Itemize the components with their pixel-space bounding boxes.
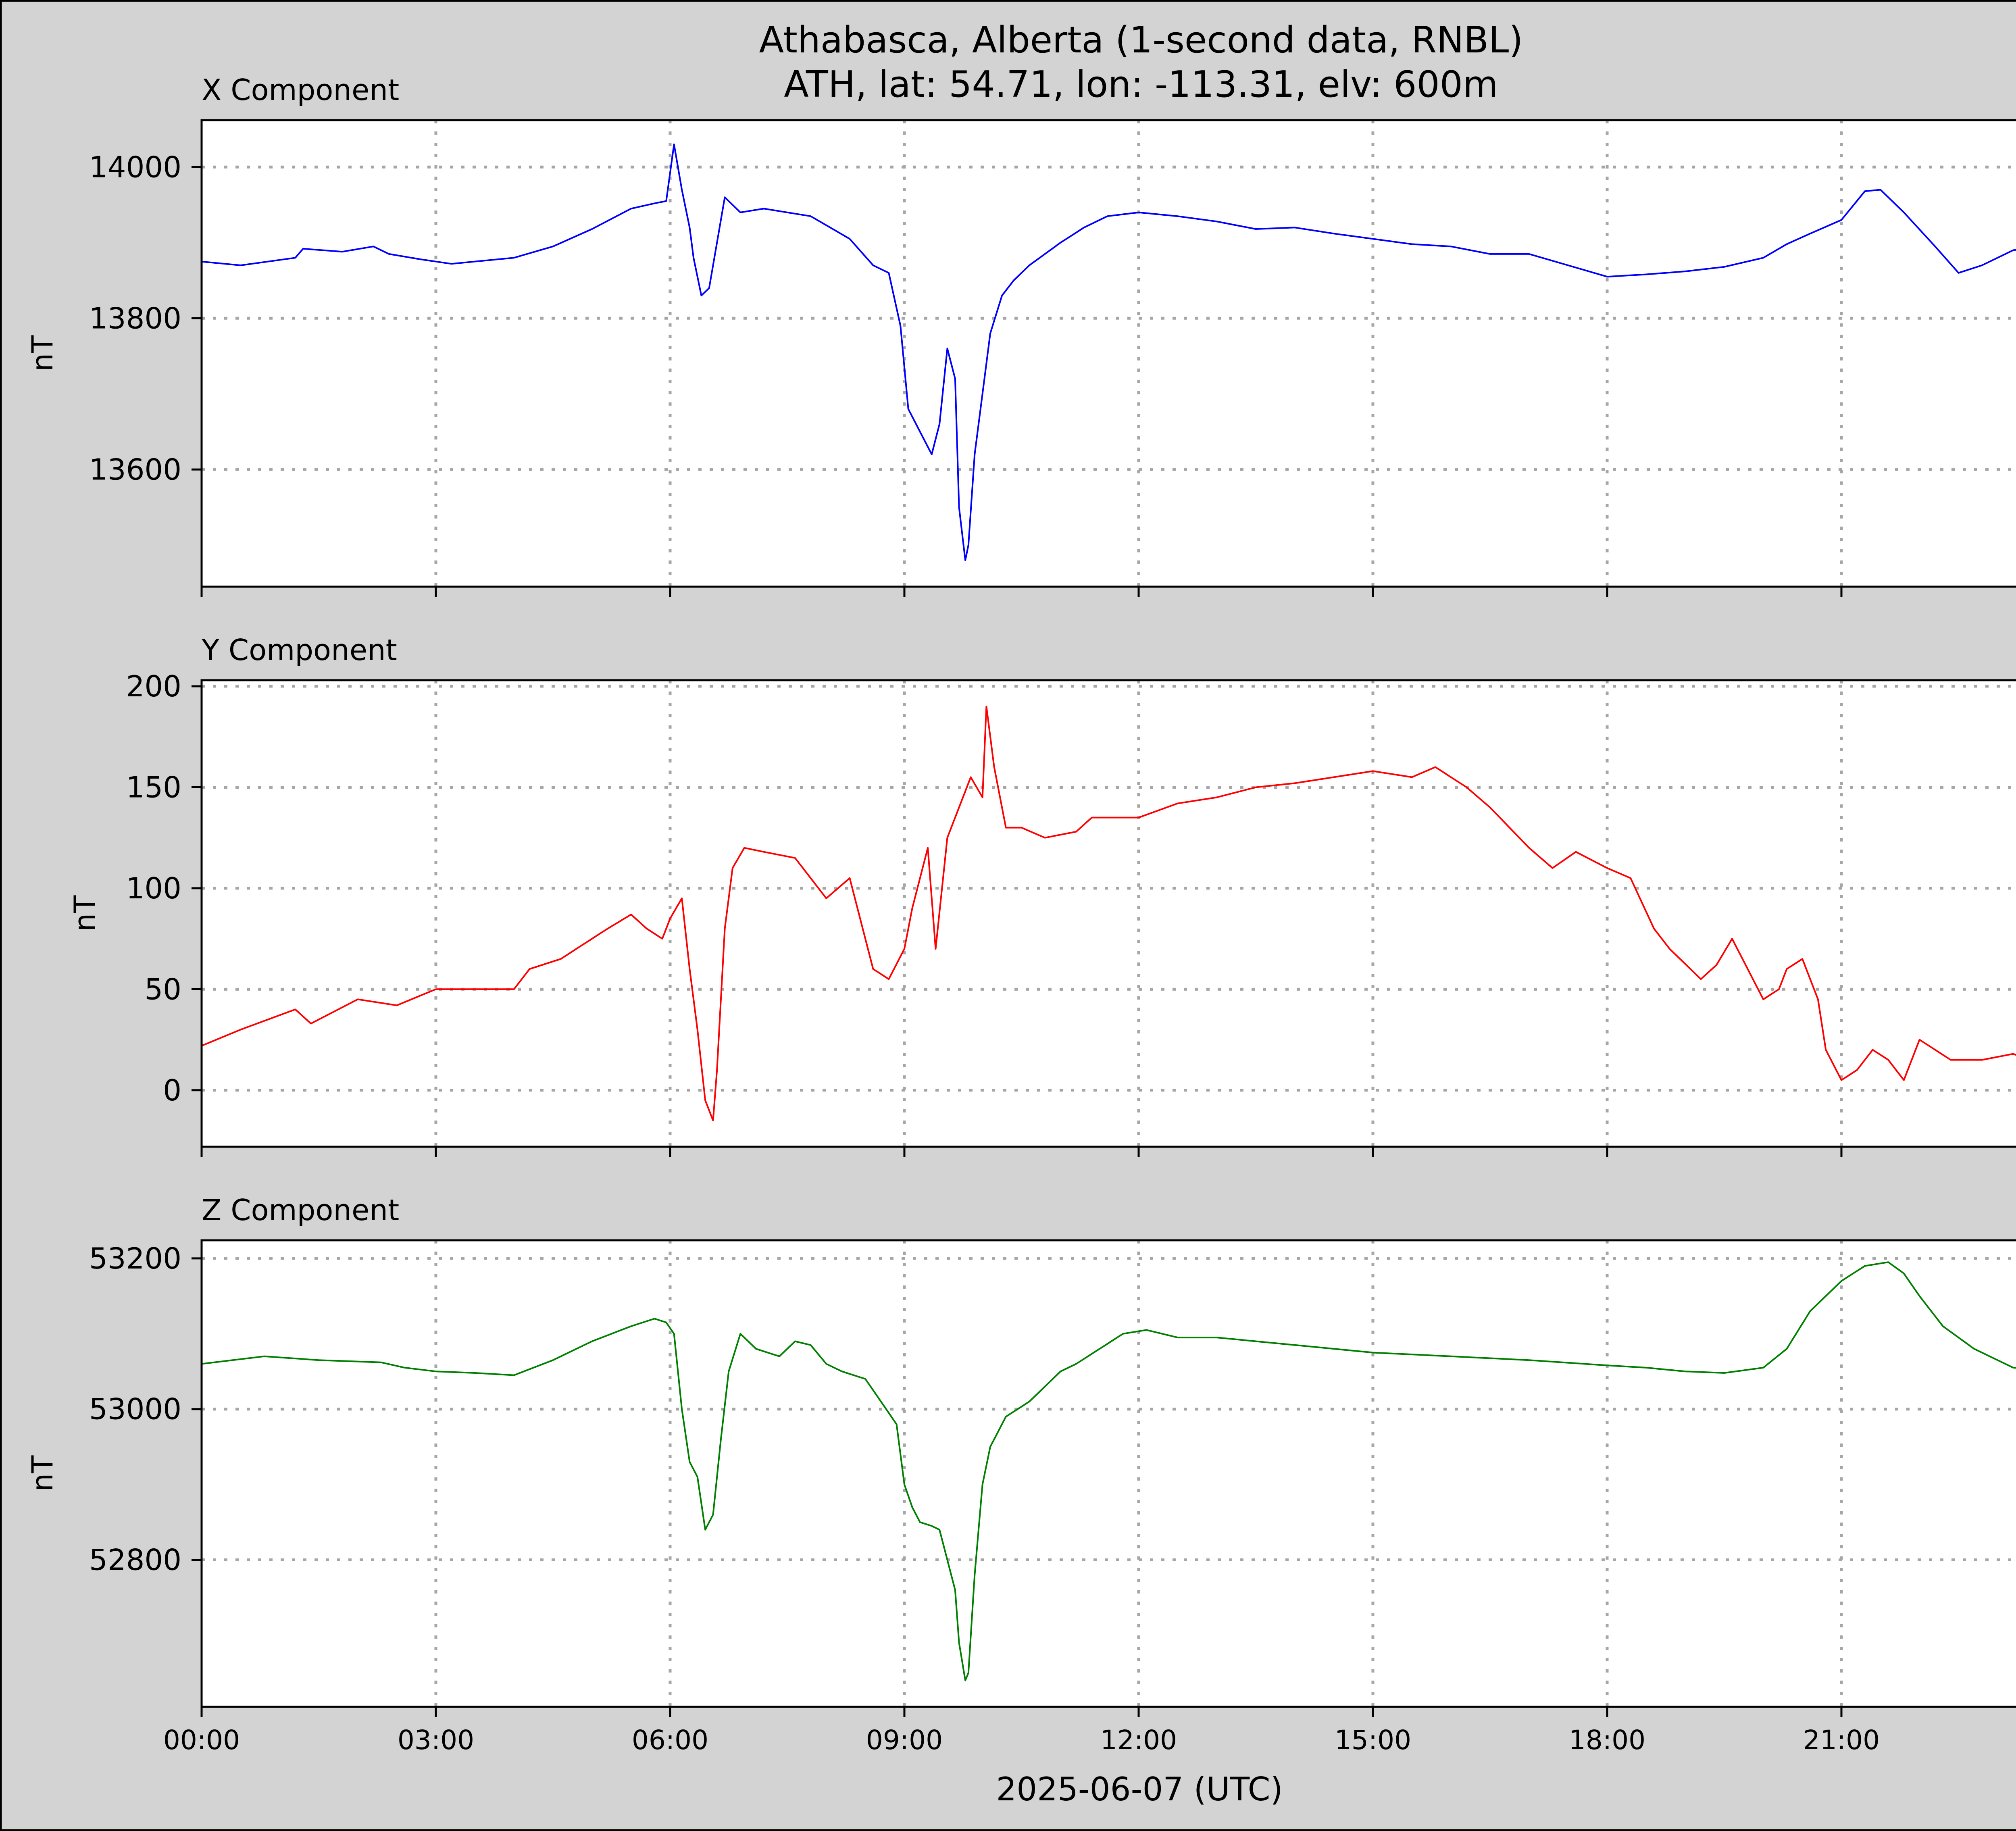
y-axis-label-y: nT bbox=[68, 895, 102, 932]
series-line-y bbox=[201, 706, 2016, 1121]
y-axis-label-z: nT bbox=[25, 1455, 59, 1492]
y-tick-label: 150 bbox=[126, 770, 181, 804]
panels-group: X Component nT 13600 13800 14000 Y Component n… bbox=[25, 73, 2016, 1756]
y-tick-label: 100 bbox=[126, 871, 181, 905]
series-line-x bbox=[201, 144, 2016, 561]
panel-subtitle-x: X Component bbox=[202, 73, 399, 107]
x-tick-label: 21:00 bbox=[1803, 1725, 1880, 1756]
panel-x: X Component nT 13600 13800 14000 bbox=[25, 73, 2016, 597]
x-tick-label: 15:00 bbox=[1335, 1725, 1411, 1756]
x-tick-label: 18:00 bbox=[1569, 1725, 1645, 1756]
plot-border-z bbox=[200, 1239, 2016, 1708]
y-tick-label: 13600 bbox=[89, 452, 181, 486]
x-tick-label: 06:00 bbox=[632, 1725, 708, 1756]
x-tick-label: 12:00 bbox=[1100, 1725, 1177, 1756]
x-tick-label: 00:00 bbox=[163, 1725, 240, 1756]
y-tick-label: 53200 bbox=[89, 1241, 181, 1275]
y-tick-label: 0 bbox=[163, 1073, 181, 1107]
y-tick-label: 200 bbox=[126, 669, 181, 703]
y-tick-label: 14000 bbox=[89, 150, 181, 184]
x-tick-label: 03:00 bbox=[398, 1725, 474, 1756]
y-tick-label: 52800 bbox=[89, 1543, 181, 1577]
plot-area-y bbox=[200, 679, 2016, 1148]
plot-border-y bbox=[200, 679, 2016, 1148]
plot-area-z bbox=[200, 1239, 2016, 1708]
figure-title-line2: ATH, lat: 54.71, lon: -113.31, elv: 600m bbox=[784, 63, 1498, 106]
panel-y: Y Component nT 0 50 100 150 200 bbox=[68, 633, 2016, 1157]
series-line-z bbox=[201, 1261, 2016, 1681]
y-axis-label-x: nT bbox=[25, 335, 59, 372]
figure-title-line1: Athabasca, Alberta (1-second data, RNBL) bbox=[759, 19, 1523, 61]
panel-subtitle-y: Y Component bbox=[201, 633, 397, 667]
plot-border-x bbox=[200, 119, 2016, 588]
panel-subtitle-z: Z Component bbox=[202, 1193, 399, 1227]
y-tick-label: 53000 bbox=[89, 1392, 181, 1426]
x-axis-label: 2025-06-07 (UTC) bbox=[996, 1771, 1283, 1808]
x-tick-label: 09:00 bbox=[866, 1725, 943, 1756]
y-tick-label: 50 bbox=[144, 972, 181, 1006]
panel-z: Z Component nT 52800 53000 53200 00:00 03:00 06… bbox=[25, 1193, 2016, 1756]
y-tick-label: 13800 bbox=[89, 301, 181, 335]
plot-area-x bbox=[200, 119, 2016, 588]
